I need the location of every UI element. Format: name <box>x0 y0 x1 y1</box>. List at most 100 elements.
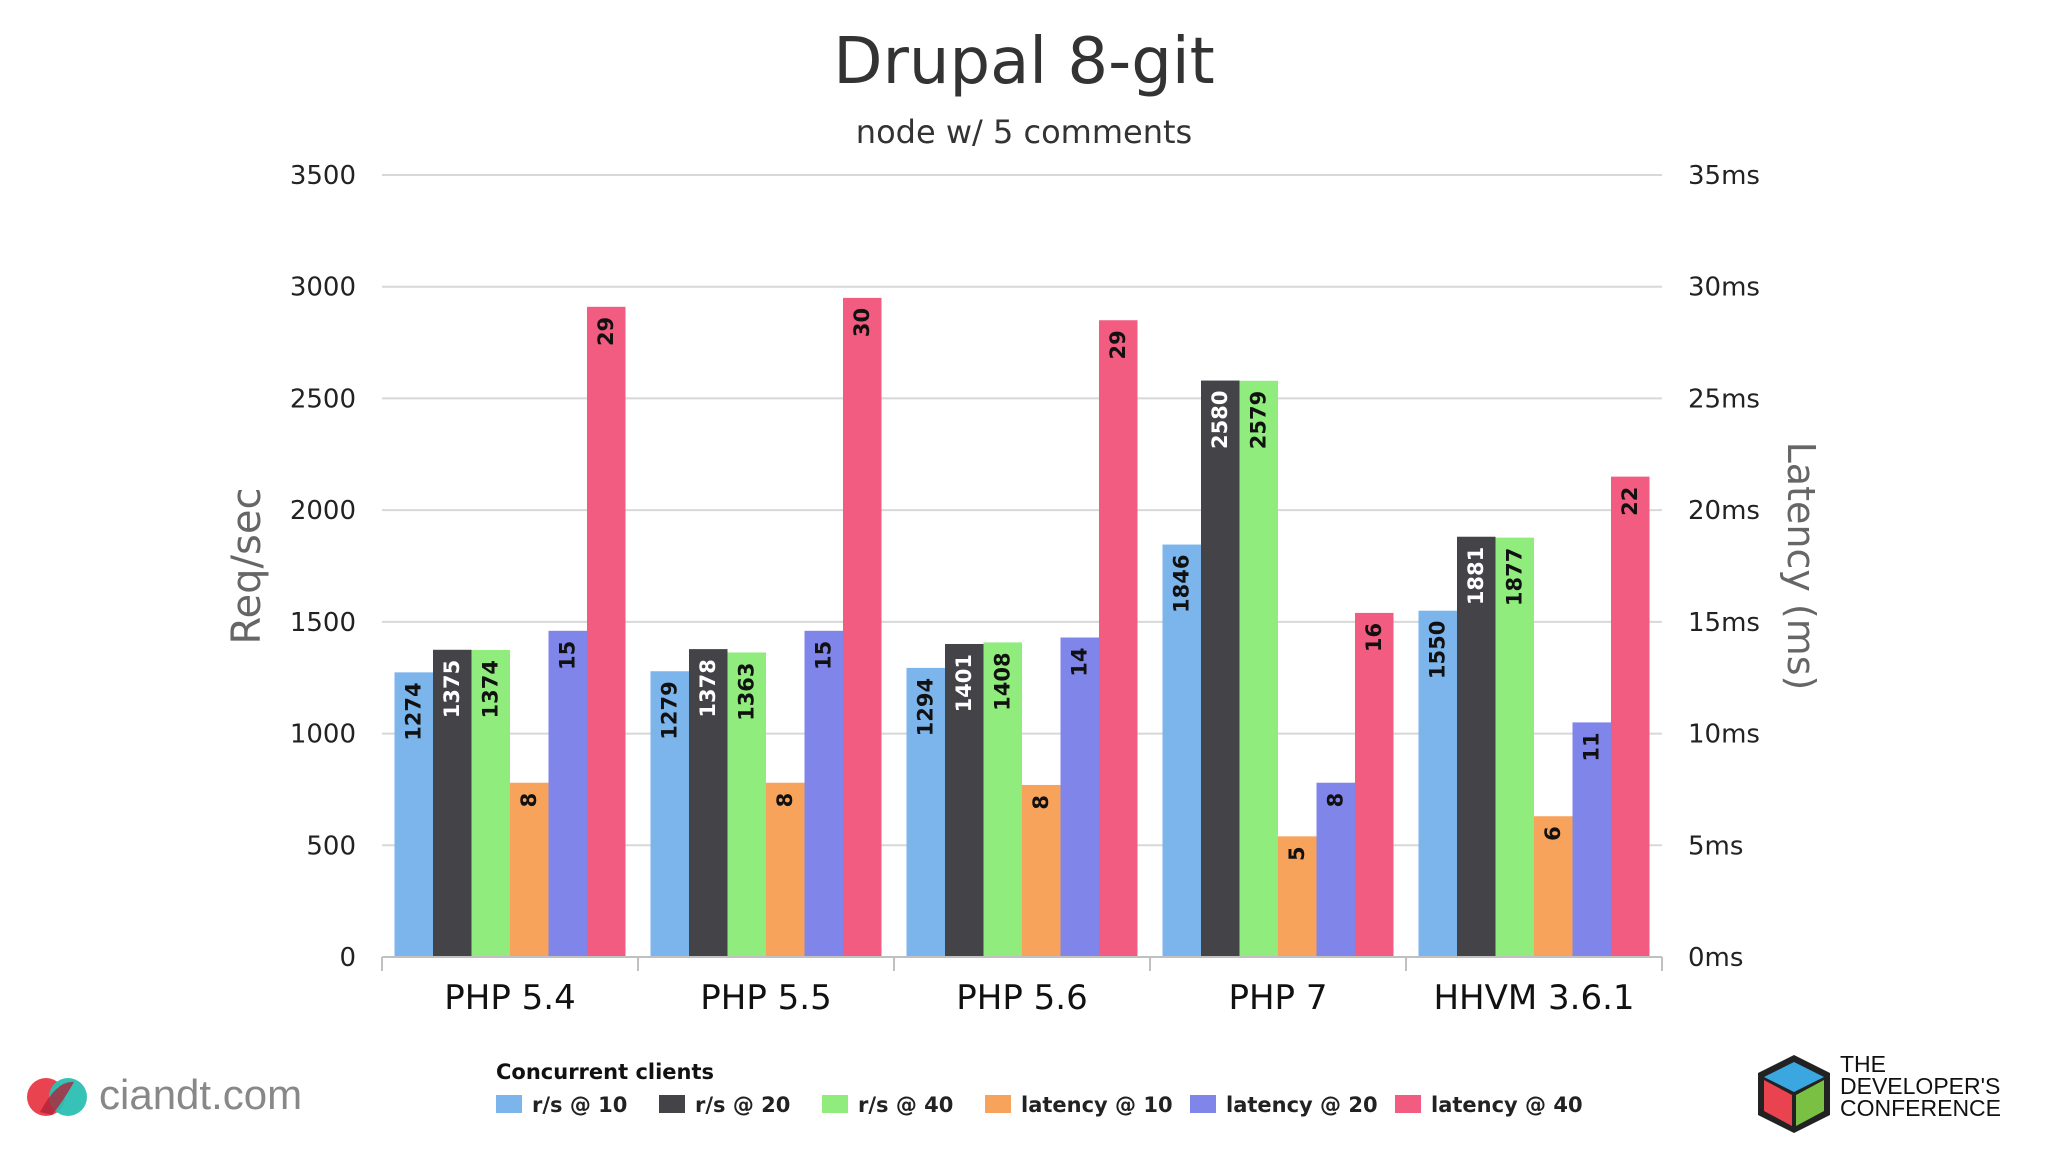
bar <box>983 642 1022 957</box>
bar-value-label: 1550 <box>1426 621 1450 679</box>
legend-item: latency @ 10 <box>1021 1093 1173 1117</box>
bar <box>1495 537 1534 957</box>
bar <box>945 643 984 957</box>
bar-value-label: 2579 <box>1247 391 1271 449</box>
category-label: HHVM 3.6.1 <box>1433 978 1634 1018</box>
bar-value-label: 22 <box>1618 487 1642 516</box>
y2-tick-label: 25ms <box>1688 384 1760 414</box>
bar-value-label: 1877 <box>1503 548 1527 606</box>
bar-value-label: 8 <box>517 793 541 808</box>
y2-tick-label: 0ms <box>1688 943 1743 973</box>
legend-item: r/s @ 20 <box>695 1093 790 1117</box>
bar-value-label: 1846 <box>1170 555 1194 613</box>
y2-tick-label: 35ms <box>1688 161 1760 191</box>
bar <box>433 649 472 957</box>
bar <box>766 782 805 957</box>
y-axis-label: Req/sec <box>224 488 270 645</box>
bar <box>650 671 689 957</box>
legend-item: latency @ 40 <box>1431 1093 1583 1117</box>
ciandt-logo-swoosh <box>40 1081 74 1115</box>
ciandt-brand-text: ciandt.com <box>99 1071 302 1118</box>
tdc-logo-face-left <box>1764 1080 1792 1126</box>
bar <box>471 650 510 957</box>
bar <box>843 297 882 957</box>
bar-value-label: 1408 <box>991 652 1015 710</box>
y-tick-label: 0 <box>339 943 356 973</box>
y-tick-label: 2000 <box>290 496 356 526</box>
bar <box>1201 380 1240 957</box>
y2-tick-label: 15ms <box>1688 608 1760 638</box>
bar-value-label: 8 <box>773 793 797 808</box>
bar <box>1534 816 1573 957</box>
bar <box>1239 380 1278 957</box>
bar-value-label: 16 <box>1362 623 1386 652</box>
legend-swatch <box>985 1095 1011 1113</box>
category-label: PHP 5.6 <box>956 978 1087 1018</box>
bar-value-label: 8 <box>1324 793 1348 808</box>
bar <box>394 672 433 957</box>
category-labels: PHP 5.4 PHP 5.5 PHP 5.6 PHP 7 HHVM 3.6.1 <box>444 978 1634 1018</box>
bar-value-label: 29 <box>594 317 618 346</box>
tdc-logo-face-top <box>1764 1062 1824 1092</box>
tdc-logo-face-right <box>1796 1080 1824 1126</box>
category-label: PHP 7 <box>1228 978 1327 1018</box>
chart-title: Drupal 8-git <box>833 25 1214 99</box>
bar <box>1572 722 1611 957</box>
bar <box>1022 784 1061 957</box>
y-tick-label: 2500 <box>290 384 356 414</box>
legend-item: latency @ 20 <box>1226 1093 1378 1117</box>
tdc-text-line-1: THE <box>1840 1051 1886 1077</box>
bar <box>1355 612 1394 957</box>
tdc-text-line-3: CONFERENCE <box>1840 1095 2001 1121</box>
y-tick-label: 500 <box>306 831 356 861</box>
bar <box>727 652 766 957</box>
bar <box>548 630 587 957</box>
bar-value-label: 30 <box>850 308 874 337</box>
y2-axis-label: Latency (ms) <box>1779 442 1823 691</box>
y-tick-label: 3000 <box>290 273 356 303</box>
bar-value-label: 1378 <box>696 659 720 717</box>
legend-title: Concurrent clients <box>496 1060 714 1084</box>
legend-swatch <box>1190 1095 1216 1113</box>
bar-value-label: 1881 <box>1464 547 1488 605</box>
legend-swatch <box>659 1095 685 1113</box>
bar-value-label: 15 <box>556 641 580 670</box>
y-axis-ticks: 0 500 1000 1500 2000 2500 3000 3500 <box>290 161 356 973</box>
bar <box>1162 544 1201 957</box>
bar-value-label: 1375 <box>440 660 464 718</box>
bar-value-label: 8 <box>1029 795 1053 810</box>
bar-value-label: 14 <box>1068 647 1092 676</box>
y-tick-label: 3500 <box>290 161 356 191</box>
bar-value-label: 11 <box>1580 732 1604 761</box>
y2-tick-label: 30ms <box>1688 273 1760 303</box>
bar-value-label: 2580 <box>1208 391 1232 449</box>
y2-tick-label: 20ms <box>1688 496 1760 526</box>
category-label: PHP 5.4 <box>444 978 575 1018</box>
bar <box>510 782 549 957</box>
bar-value-label: 1401 <box>952 654 976 712</box>
legend-item: r/s @ 10 <box>532 1093 627 1117</box>
y2-tick-label: 10ms <box>1688 720 1760 750</box>
bar <box>1099 320 1138 957</box>
tdc-text-line-2: DEVELOPER'S <box>1840 1073 2000 1099</box>
bar <box>906 667 945 957</box>
bar-value-label: 29 <box>1106 330 1130 359</box>
bar <box>689 649 728 957</box>
bar-value-label: 6 <box>1541 826 1565 841</box>
chart-subtitle: node w/ 5 comments <box>856 113 1192 151</box>
ciandt-logo <box>27 1078 87 1116</box>
bar <box>804 630 843 957</box>
legend-swatch <box>822 1095 848 1113</box>
bar-value-label: 1374 <box>479 660 503 718</box>
bar <box>1316 782 1355 957</box>
bar <box>1278 836 1317 957</box>
bar <box>587 306 626 957</box>
bar-value-label: 1294 <box>914 678 938 736</box>
legend: r/s @ 10 r/s @ 20 r/s @ 40 latency @ 10 late… <box>496 1093 1583 1117</box>
y-tick-label: 1500 <box>290 608 356 638</box>
category-label: PHP 5.5 <box>700 978 831 1018</box>
y2-axis-ticks: 0ms 5ms 10ms 15ms 20ms 25ms 30ms 35ms <box>1688 161 1760 973</box>
legend-item: r/s @ 40 <box>858 1093 953 1117</box>
bar <box>1457 536 1496 957</box>
